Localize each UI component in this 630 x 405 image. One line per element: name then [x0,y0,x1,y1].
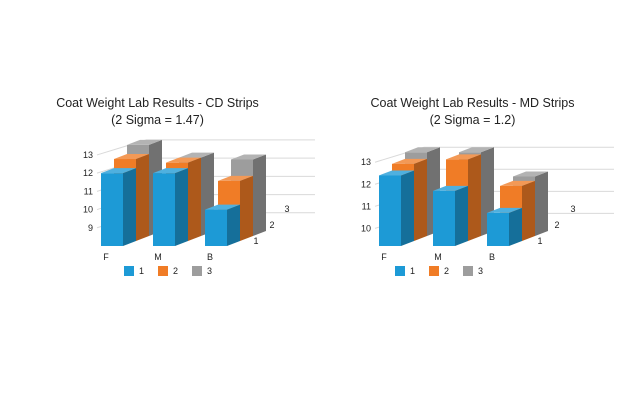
depth-tick-label: 1 [537,236,542,246]
x-tick-label: M [154,252,162,262]
bar-top [101,168,136,174]
bar-side [401,170,414,246]
bar-side [227,204,240,246]
legend-label-3: 3 [207,266,213,276]
depth-tick-label: 1 [253,236,258,246]
bar-side [468,154,481,241]
bar-s1-B [487,207,522,246]
x-tick-label: F [103,252,109,262]
depth-tick-label: 3 [570,204,575,214]
bar-top [179,152,214,158]
legend-item-2: 2 [429,266,449,276]
y-tick-label: 9 [88,223,93,233]
bar-side [509,207,522,246]
bar-top [433,185,468,191]
bar-top [166,157,201,163]
x-tick-label: F [381,252,387,262]
bar-top [379,170,414,176]
chart-title-line: Coat Weight Lab Results - MD Strips [370,96,575,110]
chart-title: Coat Weight Lab Results - CD Strips (2 S… [0,95,315,129]
legend-label-1: 1 [410,266,416,276]
depth-tick-label: 2 [269,220,274,230]
y-tick-label: 12 [361,179,371,189]
bar-s1-F [379,170,414,246]
legend-item-3: 3 [463,266,483,276]
bar-side [535,171,548,236]
bar-top [127,139,162,145]
bar-front [433,190,455,246]
legend-item-2: 2 [158,266,178,276]
bar-front [379,175,401,246]
x-tick-label: B [207,252,213,262]
bar-top [205,204,240,210]
y-tick-label: 13 [83,150,93,160]
chart-subtitle: (2 Sigma = 1.47) [111,113,204,127]
depth-tick-label: 2 [554,220,559,230]
bar-side [522,180,535,241]
bar-top [446,154,481,160]
chart-title: Coat Weight Lab Results - MD Strips (2 S… [315,95,630,129]
chart-md-strips: Coat Weight Lab Results - MD Strips (2 S… [315,0,630,405]
chart-subtitle: (2 Sigma = 1.2) [429,113,516,127]
legend-swatch-1 [124,266,134,276]
bar-front [487,212,509,246]
y-tick-label: 10 [361,223,371,233]
bar-top [231,154,266,160]
bar-side [253,154,266,236]
bar-top [487,207,522,213]
legend-label-2: 2 [173,266,179,276]
legend-swatch-2 [429,266,440,276]
bar-side [240,175,253,241]
bar-s1-B [205,204,240,246]
y-tick-label: 10 [83,205,93,215]
bar-top [513,171,548,177]
legend-label-3: 3 [478,266,484,276]
legend-item-3: 3 [192,266,212,276]
bar-top [218,175,253,181]
legend-swatch-3 [463,266,474,276]
bar-front [153,173,175,246]
bar-top [392,158,427,164]
y-tick-label: 11 [84,186,93,196]
legend-label-1: 1 [139,266,145,276]
bar-side [175,168,188,246]
bar-s1-M [433,185,468,246]
bar-s1-M [153,168,188,246]
chart-title-line: Coat Weight Lab Results - CD Strips [56,96,259,110]
bar-side [414,158,427,241]
chart-cd-strips: Coat Weight Lab Results - CD Strips (2 S… [0,95,315,276]
x-tick-label: M [434,252,442,262]
legend-swatch-3 [192,266,203,276]
y-tick-label: 12 [83,168,93,178]
depth-tick-label: 3 [284,204,289,214]
bar-top [153,168,188,174]
bar-s1-F [101,168,136,246]
bar-side [123,168,136,246]
legend-item-1: 1 [395,266,415,276]
legend-swatch-2 [158,266,169,276]
bar-side [188,157,201,241]
legend: 1 2 3 [395,266,497,276]
bar-front [205,209,227,246]
y-tick-label: 11 [362,201,371,211]
bar-side [455,185,468,246]
legend-label-2: 2 [444,266,450,276]
legend-item-1: 1 [124,266,144,276]
bar-front [101,173,123,246]
legend-swatch-1 [395,266,405,276]
x-tick-label: B [489,252,495,262]
bar-side [136,154,149,241]
legend: 1 2 3 [124,266,226,276]
bar-top [114,154,149,160]
y-tick-label: 13 [361,157,371,167]
bar-top [500,180,535,186]
bar-top [459,147,494,153]
bar-top [405,147,440,153]
